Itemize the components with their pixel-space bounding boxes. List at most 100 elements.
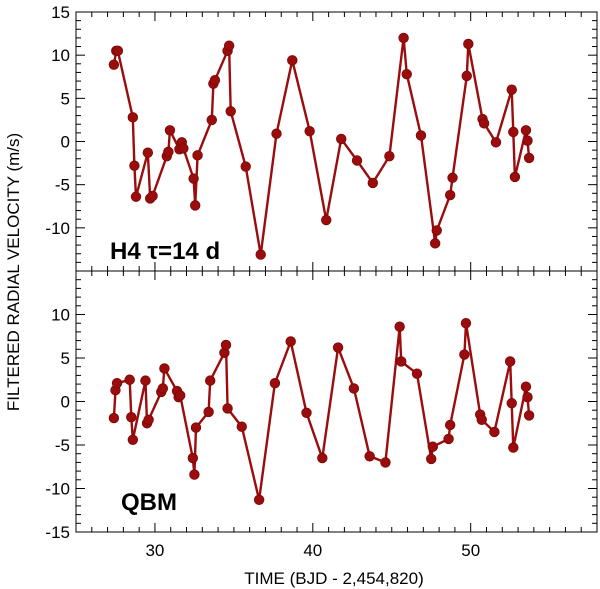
y-tick-label: 0 [61, 393, 70, 412]
data-point [351, 155, 363, 166]
data-point [444, 419, 456, 431]
data-point [112, 45, 124, 57]
data-point [240, 161, 251, 172]
data-point [364, 451, 375, 462]
data-point [394, 321, 405, 332]
data-point [187, 452, 199, 464]
data-point [222, 403, 233, 414]
data-point [285, 336, 296, 347]
y-tick-label: 10 [51, 46, 70, 65]
data-point [129, 160, 140, 171]
data-point [478, 118, 490, 129]
data-point [461, 70, 472, 82]
data-point [189, 200, 201, 211]
data-point [203, 406, 214, 418]
data-point [159, 363, 170, 374]
data-point [124, 374, 135, 385]
x-axis-title: TIME (BJD - 2,454,820) [244, 569, 424, 588]
y-tick-label: 15 [51, 3, 70, 22]
y-tick-label: -5 [55, 176, 70, 195]
data-point [489, 426, 500, 438]
data-point [209, 75, 221, 86]
data-point [431, 225, 442, 236]
data-point [190, 422, 202, 433]
data-point [223, 40, 235, 51]
data-point [336, 133, 347, 145]
data-point [506, 398, 517, 409]
data-point [506, 84, 517, 95]
data-point [444, 189, 456, 201]
panel-label: H4 τ=14 d [110, 238, 220, 265]
x-tick-label: 30 [145, 541, 164, 560]
data-point [220, 339, 232, 351]
data-point [523, 152, 535, 164]
data-point [127, 434, 139, 445]
y-tick-label: -5 [55, 436, 70, 455]
data-point [108, 412, 120, 424]
data-point [236, 421, 247, 432]
data-point [269, 378, 281, 389]
data-point [398, 32, 409, 44]
data-point [143, 414, 154, 425]
y-tick-label: 5 [61, 89, 70, 108]
data-point [321, 214, 332, 226]
data-point [443, 433, 454, 445]
data-point [304, 125, 315, 137]
series-line [112, 322, 531, 501]
data-point [522, 135, 533, 146]
data-point [427, 441, 439, 452]
data-point [401, 68, 412, 80]
data-point [348, 383, 360, 394]
data-point [140, 375, 151, 386]
data-point [130, 191, 142, 202]
data-point [523, 410, 535, 421]
data-point [147, 190, 158, 202]
data-point [459, 349, 470, 360]
data-point [490, 137, 502, 148]
y-tick-label: 5 [61, 349, 70, 368]
data-point [384, 150, 395, 162]
data-point [520, 381, 532, 392]
y-tick-label: 10 [51, 306, 70, 325]
plot-frame [75, 11, 598, 272]
data-point [411, 368, 423, 379]
data-point [463, 38, 474, 50]
data-point [126, 411, 137, 423]
data-point [253, 494, 265, 506]
data-point [476, 414, 487, 425]
top-panel: 15 10 5 0 -5 -10 H4 τ=14 d [45, 3, 598, 272]
y-tick-label: 0 [61, 133, 70, 152]
data-point [504, 356, 516, 367]
y-tick-label: -15 [45, 523, 70, 542]
data-point [271, 128, 282, 139]
data-point [380, 457, 391, 468]
data-point [204, 375, 216, 386]
data-point [287, 55, 298, 66]
data-point [317, 452, 328, 464]
data-point [163, 146, 174, 158]
data-point [206, 114, 217, 126]
data-point [174, 390, 186, 401]
data-point [178, 143, 189, 154]
data-point [447, 172, 458, 183]
x-tick-label: 50 [461, 541, 480, 560]
data-point [522, 391, 533, 403]
data-point [426, 453, 437, 465]
data-point [520, 125, 532, 136]
data-point [225, 106, 236, 117]
data-point [367, 177, 379, 189]
y-axis-title: FILTERED RADIAL VELOCITY (m/s) [4, 133, 23, 411]
data-point [111, 378, 123, 389]
data-point [188, 173, 199, 184]
data-point [192, 150, 203, 161]
data-point [189, 469, 200, 480]
data-point [255, 249, 266, 260]
data-point [396, 356, 407, 367]
series-line [112, 36, 531, 256]
data-point [332, 342, 344, 353]
data-point [429, 238, 441, 249]
x-tick-label: 40 [303, 541, 322, 560]
data-point [164, 125, 176, 136]
